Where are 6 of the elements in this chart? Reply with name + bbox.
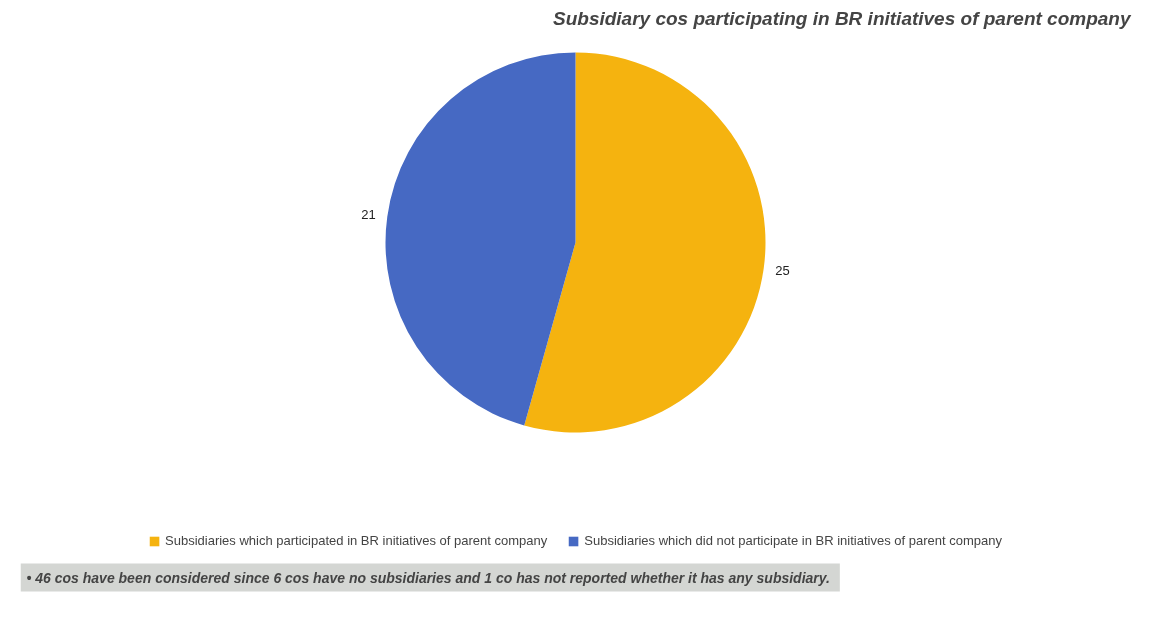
data-label: 25 bbox=[775, 263, 790, 279]
legend-label: Subsidiaries which did not participate in BR initiatives of parent company bbox=[584, 533, 1002, 548]
data-label: 21 bbox=[361, 206, 376, 222]
text: • 46 cos have been considered since 6 cos have no subsidiaries and 1 co has not reported whether it has any subsidiary. bbox=[26, 569, 830, 586]
chart-title: Subsidiary cos participating in BR initiatives of parent company bbox=[552, 7, 1132, 29]
legend-label: Subsidiaries which participated in BR initiatives of parent company bbox=[165, 533, 548, 548]
